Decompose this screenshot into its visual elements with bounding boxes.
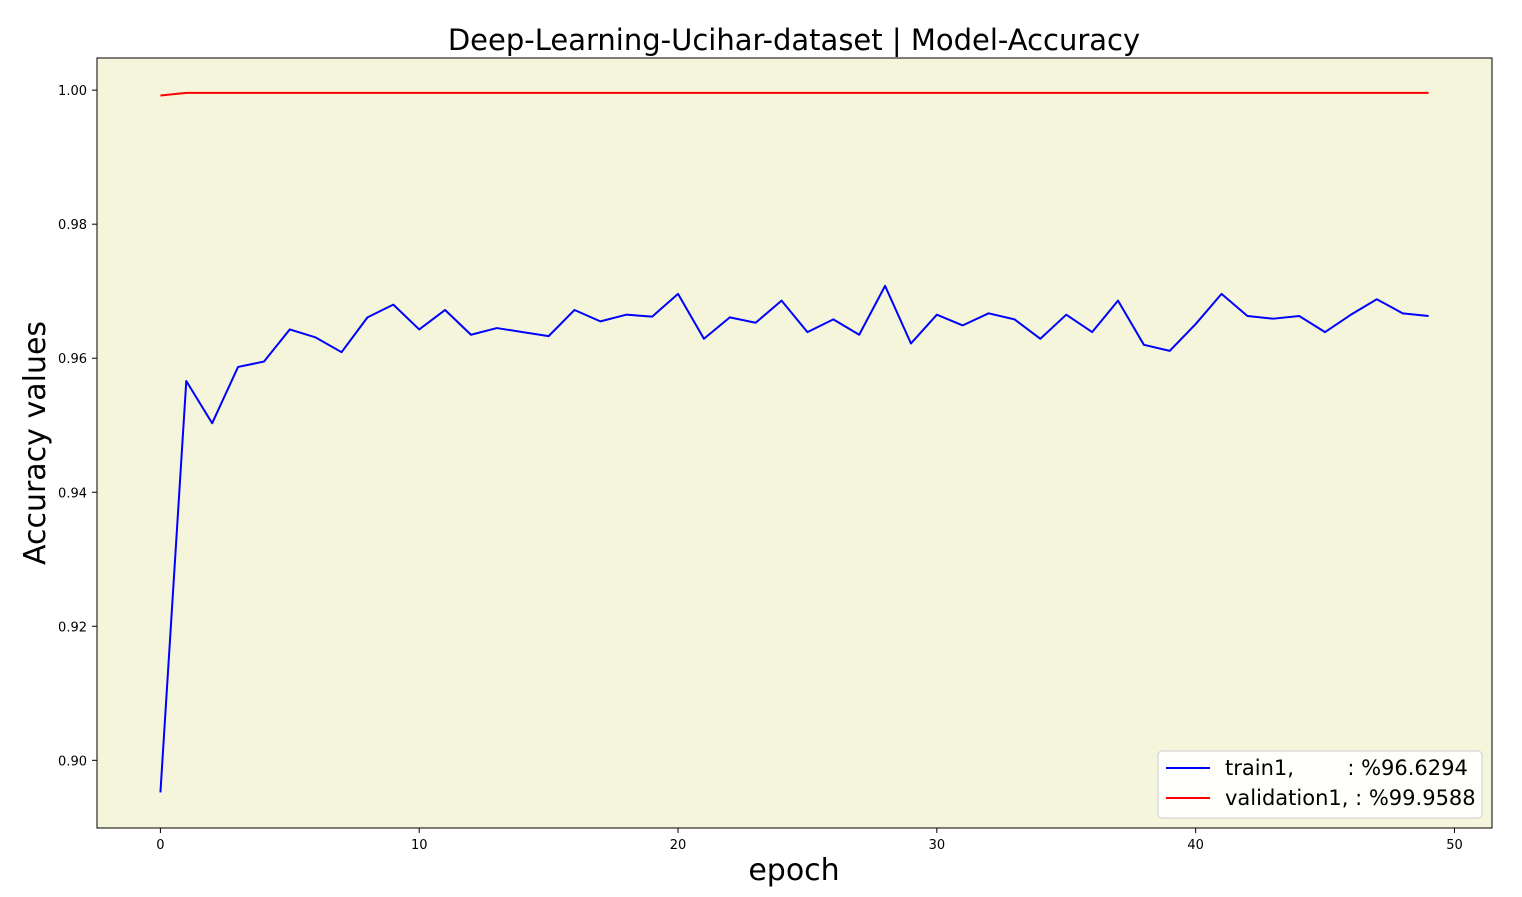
y-axis-label: Accuracy values — [18, 321, 53, 565]
series-layer — [159, 91, 1429, 793]
plot-area — [97, 58, 1492, 828]
y-tick-label: 1.00 — [58, 84, 87, 99]
chart-title: Deep-Learning-Ucihar-dataset | Model-Acc… — [448, 23, 1140, 57]
x-tick-label: 10 — [411, 838, 428, 853]
y-axis-ticks: 0.90 0.92 0.94 0.96 0.98 1.00 — [58, 84, 97, 769]
x-tick-label: 0 — [156, 838, 164, 853]
series-line-train — [159, 284, 1429, 793]
x-tick-label: 50 — [1446, 838, 1463, 853]
legend-box — [1157, 750, 1483, 819]
series-line-validation — [160, 91, 1429, 97]
legend-label-validation: validation1, : %99.9588 — [1225, 786, 1476, 810]
y-tick-label: 0.94 — [58, 486, 87, 501]
x-tick-label: 20 — [670, 838, 687, 853]
legend: train1, : %96.6294 validation1, : %99.95… — [1157, 750, 1483, 819]
x-axis-label: epoch — [748, 853, 839, 888]
y-tick-label: 0.90 — [58, 754, 87, 769]
plot-frame — [96, 57, 1493, 829]
x-tick-label: 40 — [1187, 838, 1204, 853]
y-tick-label: 0.92 — [58, 620, 87, 635]
legend-label-train: train1, : %96.6294 — [1225, 756, 1468, 780]
x-axis-ticks: 0 10 20 30 40 50 — [156, 828, 1463, 853]
y-tick-label: 0.98 — [58, 218, 87, 233]
y-tick-label: 0.96 — [58, 352, 87, 367]
x-tick-label: 30 — [929, 838, 946, 853]
